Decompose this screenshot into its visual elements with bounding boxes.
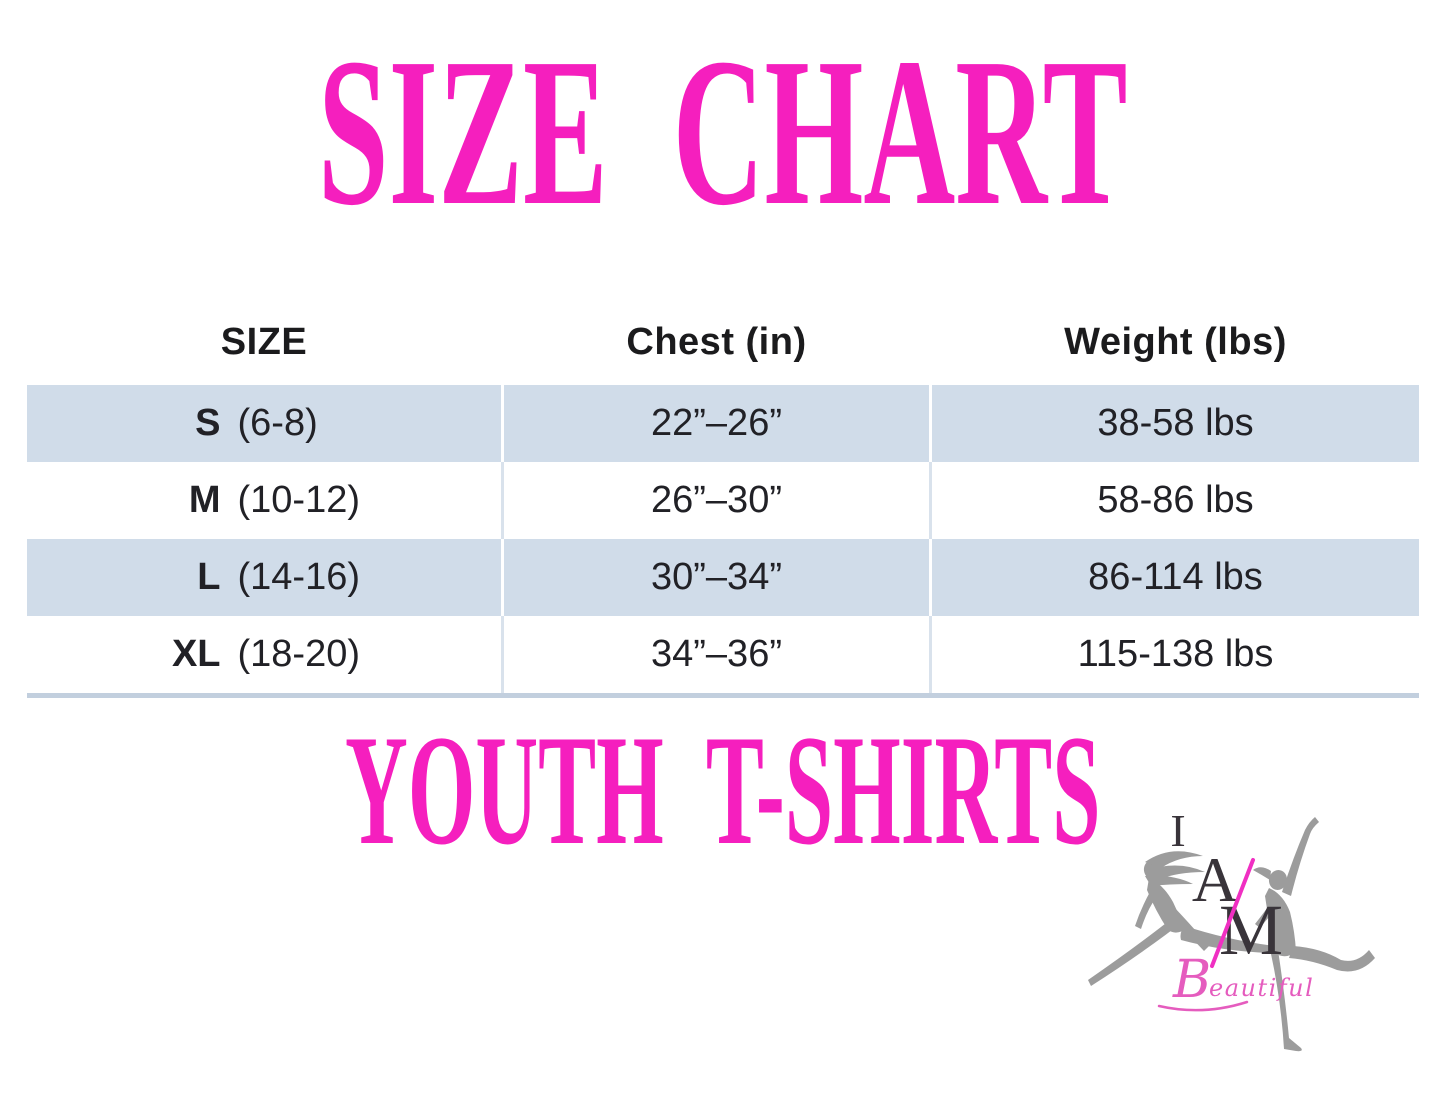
size-range: (10-12) (237, 479, 361, 521)
size-cell: S (6-8) (27, 385, 501, 462)
size-range: (14-16) (237, 556, 361, 598)
subtitle: YOUTH T-SHIRTS (0, 712, 1445, 870)
chest-cell: 26”–30” (504, 462, 929, 539)
weight-cell: 86-114 lbs (932, 539, 1419, 616)
subtitle-text: YOUTH T-SHIRTS (344, 703, 1101, 878)
size-range: (6-8) (237, 402, 318, 444)
chest-cell: 34”–36” (504, 616, 929, 693)
logo-underline-flourish (1157, 1000, 1249, 1012)
column-header-weight: Weight (lbs) (1064, 321, 1287, 363)
table-row-xl: XL (18-20) 34”–36” 115-138 lbs (27, 616, 1419, 693)
size-range: (18-20) (237, 633, 361, 675)
table-row-l: L (14-16) 30”–34” 86-114 lbs (27, 539, 1419, 616)
chest-cell: 30”–34” (504, 539, 929, 616)
logo-letter-a: A (1192, 844, 1238, 915)
logo-script-rest: eautiful (1209, 974, 1314, 1002)
logo-slash (1210, 858, 1255, 968)
logo-script-initial: B (1172, 950, 1211, 1010)
column-header-size: SIZE (220, 321, 308, 363)
size-cell: M (10-12) (27, 462, 501, 539)
right-dancer-silhouette (1253, 817, 1375, 1052)
table-body: S (6-8) 22”–26” 38-58 lbs M (10-12) 26”–… (27, 385, 1419, 698)
column-header-chest: Chest (in) (626, 321, 807, 363)
table-row-m: M (10-12) 26”–30” 58-86 lbs (27, 462, 1419, 539)
size-label: L (197, 556, 221, 598)
chest-cell: 22”–26” (504, 385, 929, 462)
logo-letter-i: I (1170, 805, 1185, 856)
brand-logo: I A M B eautiful (1088, 805, 1375, 1052)
size-label: M (188, 479, 221, 521)
weight-cell: 38-58 lbs (932, 385, 1419, 462)
size-table: SIZE Chest (in) Weight (lbs) S (6-8) 22”… (27, 300, 1419, 698)
table-header-row: SIZE Chest (in) Weight (lbs) (27, 300, 1419, 385)
size-label: S (195, 402, 221, 444)
size-cell: XL (18-20) (27, 616, 501, 693)
table-row-s: S (6-8) 22”–26” 38-58 lbs (27, 385, 1419, 462)
left-dancer-silhouette (1088, 851, 1275, 986)
page-title: SIZE CHART (0, 26, 1445, 238)
size-label: XL (171, 633, 221, 675)
weight-cell: 115-138 lbs (932, 616, 1419, 693)
size-cell: L (14-16) (27, 539, 501, 616)
page-title-text: SIZE CHART (317, 14, 1128, 249)
weight-cell: 58-86 lbs (932, 462, 1419, 539)
logo-letter-m: M (1219, 890, 1283, 970)
